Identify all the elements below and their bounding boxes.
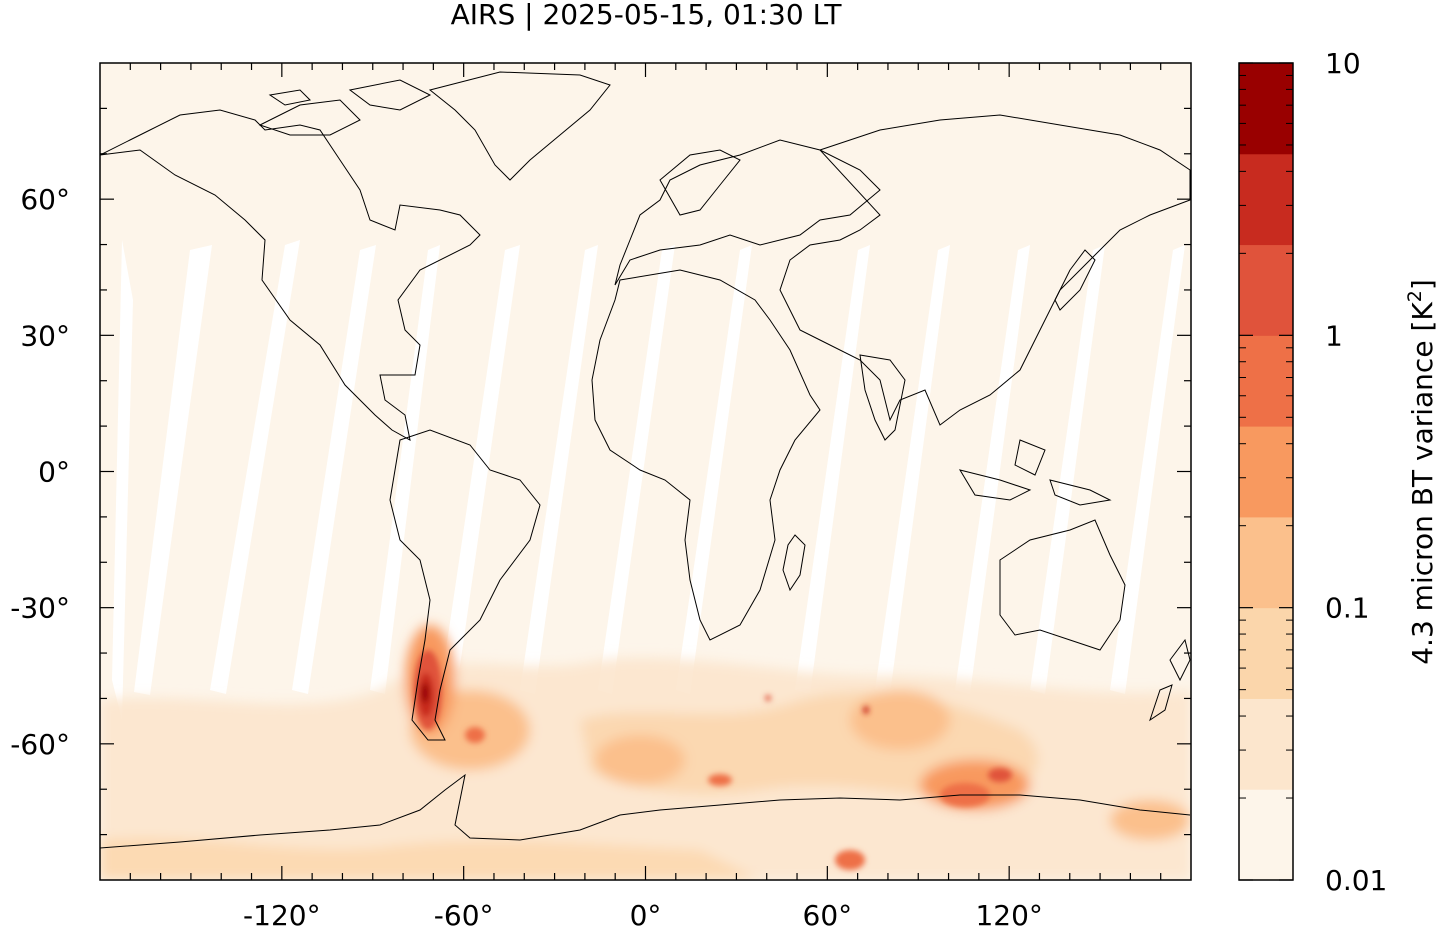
colorbar-level bbox=[1239, 607, 1293, 699]
hotspot bbox=[863, 706, 869, 714]
coast-scandinavia bbox=[659, 149, 741, 216]
variance-patch bbox=[850, 690, 950, 750]
y-tick-label: 30° bbox=[20, 319, 70, 352]
colorbar-title: 4.3 micron BT variance [K2] bbox=[1404, 279, 1439, 665]
colorbar-tick-label: 1 bbox=[1325, 319, 1343, 352]
coast-north-america bbox=[100, 109, 481, 441]
coast-asia bbox=[779, 114, 1191, 426]
hotspot bbox=[421, 683, 429, 703]
hotspot bbox=[708, 774, 732, 786]
colorbar-level bbox=[1239, 153, 1293, 246]
colorbar-title-text: 4.3 micron BT variance [K bbox=[1406, 302, 1439, 665]
colorbar-tick-label: 10 bbox=[1325, 47, 1361, 80]
y-tick-label: -60° bbox=[10, 728, 70, 761]
colorbar bbox=[1239, 63, 1293, 881]
hotspot bbox=[835, 850, 865, 870]
coast-antarctica bbox=[100, 773, 1191, 849]
colorbar-frame bbox=[1238, 62, 1294, 881]
x-tick-label: 0° bbox=[630, 899, 662, 930]
coast-india bbox=[859, 354, 906, 441]
y-tick-label: -30° bbox=[10, 592, 70, 625]
swath-gaps bbox=[112, 240, 1185, 720]
x-tick-label: -120° bbox=[243, 899, 321, 930]
colorbar-level bbox=[1239, 244, 1293, 336]
y-tick-label: 0° bbox=[38, 456, 70, 489]
axis-labels: -120° -60° 0° 60° 120° 60° 30° 0° -30° -60° bbox=[10, 183, 1043, 930]
hotspot bbox=[465, 727, 485, 743]
colorbar-ticks: 0.01 0.1 1 10 bbox=[1239, 47, 1387, 897]
variance-patch bbox=[1110, 800, 1190, 840]
coast-south-america bbox=[389, 429, 541, 741]
colorbar-level bbox=[1239, 335, 1293, 427]
colorbar-level bbox=[1239, 516, 1293, 609]
coast-japan bbox=[1054, 249, 1096, 311]
coastlines bbox=[100, 71, 1191, 849]
x-tick-label: 120° bbox=[975, 899, 1042, 930]
colorbar-level bbox=[1239, 789, 1293, 881]
coast-africa bbox=[591, 269, 821, 641]
coast-new-zealand bbox=[1149, 638, 1191, 722]
colorbar-title-close: ] bbox=[1406, 279, 1439, 290]
colorbar-level bbox=[1239, 698, 1293, 790]
colorbar-tick-label: 0.01 bbox=[1325, 864, 1387, 897]
coast-madagascar bbox=[782, 534, 806, 592]
variance-patch bbox=[595, 735, 685, 785]
variance-band-antarctic bbox=[100, 837, 760, 880]
coast-arctic-islands bbox=[258, 79, 432, 136]
coast-europe bbox=[614, 139, 881, 286]
colorbar-level bbox=[1239, 426, 1293, 518]
y-tick-label: 60° bbox=[20, 183, 70, 216]
colorbar-title-sup: 2 bbox=[1404, 290, 1426, 302]
x-tick-label: 60° bbox=[803, 899, 853, 930]
axis-ticks bbox=[100, 63, 1191, 880]
plot-title: AIRS | 2025-05-15, 01:30 LT bbox=[451, 0, 843, 31]
colorbar-level bbox=[1239, 63, 1293, 155]
hotspot bbox=[988, 768, 1012, 782]
x-tick-label: -60° bbox=[434, 899, 494, 930]
colorbar-tick-label: 0.1 bbox=[1325, 592, 1370, 625]
coast-greenland bbox=[428, 71, 611, 181]
coast-australia bbox=[999, 519, 1126, 651]
hotspot bbox=[765, 695, 771, 701]
plot-area bbox=[100, 63, 1191, 880]
coast-indonesia bbox=[958, 439, 1112, 506]
